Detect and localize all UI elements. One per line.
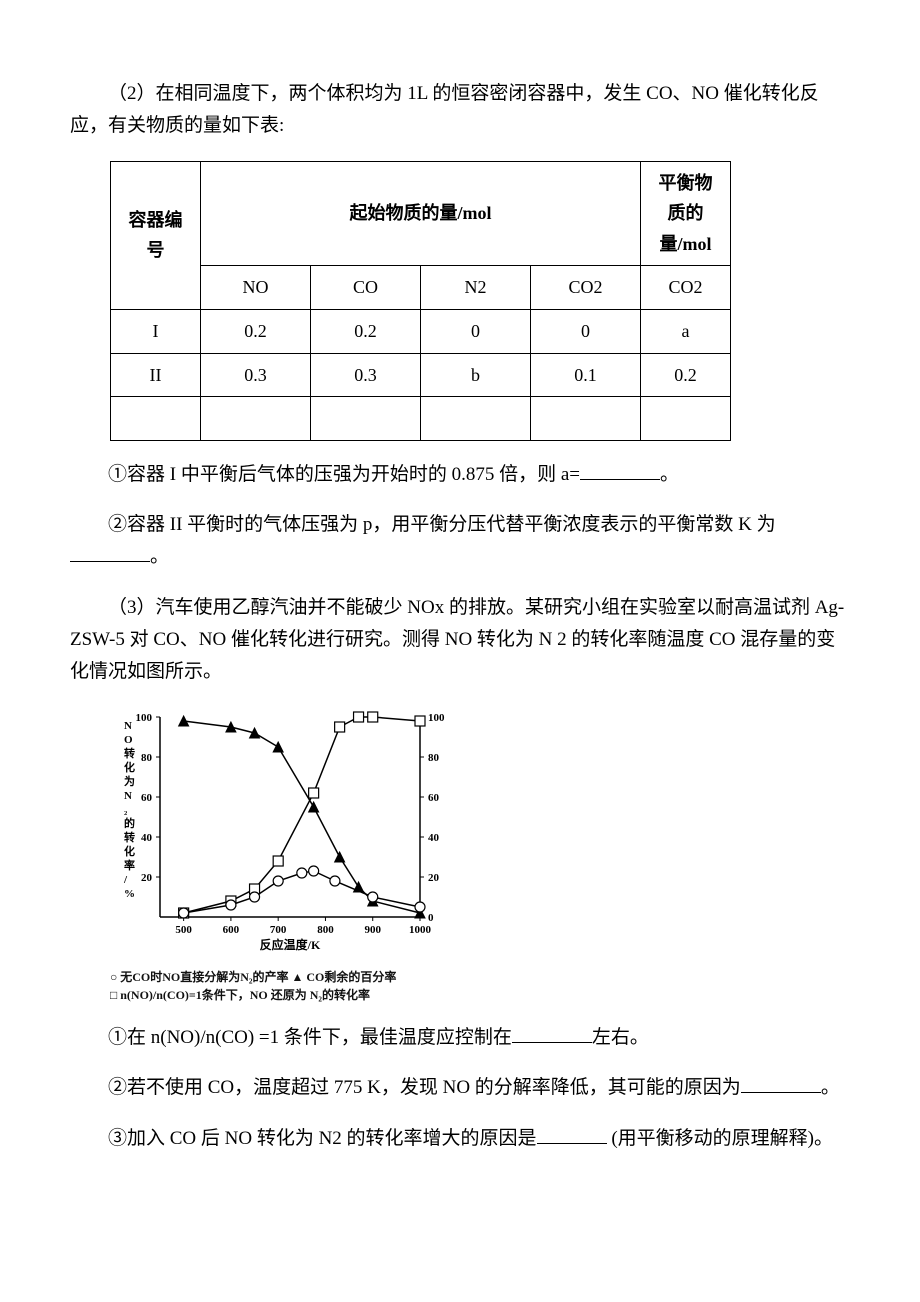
svg-text:₂: ₂ — [124, 804, 128, 816]
svg-text:900: 900 — [364, 924, 381, 936]
table-row: I 0.2 0.2 0 0 a — [111, 309, 731, 353]
svg-text:40: 40 — [141, 832, 153, 844]
cell-empty — [111, 397, 201, 441]
header-co2-eq: CO2 — [641, 266, 731, 310]
chart-svg: 5006007008009001000204060801000204060801… — [110, 707, 450, 967]
header-initial: 起始物质的量/mol — [201, 161, 641, 266]
svg-text:60: 60 — [141, 792, 153, 804]
svg-text:N: N — [124, 720, 132, 732]
conversion-chart: 5006007008009001000204060801000204060801… — [110, 707, 450, 1005]
q3-3-post: (用平衡移动的原理解释)。 — [607, 1128, 833, 1149]
cell-value: b — [421, 353, 531, 397]
svg-text:O: O — [124, 734, 133, 746]
svg-text:化: 化 — [124, 760, 135, 774]
q3-1-pre: ①在 n(NO)/n(CO) =1 条件下，最佳温度应控制在 — [108, 1027, 512, 1048]
svg-text:60: 60 — [428, 792, 440, 804]
svg-text:80: 80 — [428, 752, 440, 764]
header-co: CO — [311, 266, 421, 310]
svg-text:转: 转 — [124, 830, 135, 844]
cell-value: 0.2 — [641, 353, 731, 397]
blank-field[interactable] — [741, 1074, 821, 1093]
svg-text:20: 20 — [428, 872, 440, 884]
q2-2-post: 。 — [150, 546, 169, 567]
table-row: NO CO N2 CO2 CO2 — [111, 266, 731, 310]
svg-text:100: 100 — [136, 712, 153, 724]
q3-3-pre: ③加入 CO 后 NO 转化为 N2 的转化率增大的原因是 — [108, 1128, 537, 1149]
svg-text:0: 0 — [428, 912, 434, 924]
header-equilibrium: 平衡物质的量/mol — [641, 161, 731, 266]
cell-value: 0.2 — [311, 309, 421, 353]
question-2-2: ②容器 II 平衡时的气体压强为 p，用平衡分压代替平衡浓度表示的平衡常数 K … — [70, 509, 850, 574]
svg-text:100: 100 — [428, 712, 445, 724]
cell-empty — [421, 397, 531, 441]
header-container: 容器编号 — [111, 161, 201, 309]
cell-value: 0 — [531, 309, 641, 353]
svg-text:转: 转 — [124, 746, 135, 760]
chart-legend-1: ○ 无CO时NO直接分解为N₂的产率 ▲ CO剩余的百分率 — [110, 969, 450, 986]
question-3-1: ①在 n(NO)/n(CO) =1 条件下，最佳温度应控制在 左右。 — [70, 1022, 850, 1054]
question-2-intro: （2）在相同温度下，两个体积均为 1L 的恒容密闭容器中，发生 CO、NO 催化… — [70, 78, 850, 143]
svg-text:600: 600 — [223, 924, 240, 936]
svg-text:500: 500 — [175, 924, 192, 936]
svg-text:%: % — [124, 888, 135, 900]
q3-1-post: 左右。 — [592, 1027, 649, 1048]
cell-label: II — [111, 353, 201, 397]
table-row: II 0.3 0.3 b 0.1 0.2 — [111, 353, 731, 397]
question-2-1: ①容器 I 中平衡后气体的压强为开始时的 0.875 倍，则 a= 。 — [70, 459, 850, 491]
question-3-intro: （3）汽车使用乙醇汽油并不能破少 NOx 的排放。某研究小组在实验室以耐高温试剂… — [70, 592, 850, 689]
cell-value: 0.3 — [201, 353, 311, 397]
header-n2: N2 — [421, 266, 531, 310]
cell-empty — [201, 397, 311, 441]
blank-field[interactable] — [70, 543, 150, 562]
q3-2-pre: ②若不使用 CO，温度超过 775 K，发现 NO 的分解率降低，其可能的原因为 — [108, 1077, 741, 1098]
svg-text:40: 40 — [428, 832, 440, 844]
q2-1-pre: ①容器 I 中平衡后气体的压强为开始时的 0.875 倍，则 a= — [108, 464, 580, 485]
cell-label: I — [111, 309, 201, 353]
q2-2-pre: ②容器 II 平衡时的气体压强为 p，用平衡分压代替平衡浓度表示的平衡常数 K … — [108, 514, 776, 535]
table-row: 容器编号 起始物质的量/mol 平衡物质的量/mol — [111, 161, 731, 266]
svg-text:/: / — [123, 874, 128, 886]
cell-value: 0.3 — [311, 353, 421, 397]
cell-value: a — [641, 309, 731, 353]
svg-text:反应温度/K: 反应温度/K — [260, 937, 321, 952]
svg-text:的: 的 — [124, 816, 135, 830]
q3-2-post: 。 — [821, 1077, 840, 1098]
svg-text:为: 为 — [124, 774, 135, 788]
header-no: NO — [201, 266, 311, 310]
cell-empty — [641, 397, 731, 441]
cell-value: 0 — [421, 309, 531, 353]
blank-field[interactable] — [537, 1125, 607, 1144]
svg-text:20: 20 — [141, 872, 153, 884]
header-co2-start: CO2 — [531, 266, 641, 310]
cell-value: 0.2 — [201, 309, 311, 353]
cell-empty — [531, 397, 641, 441]
q2-1-post: 。 — [660, 464, 679, 485]
cell-empty — [311, 397, 421, 441]
svg-text:80: 80 — [141, 752, 153, 764]
svg-text:N: N — [124, 790, 132, 802]
svg-text:1000: 1000 — [409, 924, 432, 936]
svg-text:化: 化 — [124, 844, 135, 858]
question-3-2: ②若不使用 CO，温度超过 775 K，发现 NO 的分解率降低，其可能的原因为… — [70, 1072, 850, 1104]
blank-field[interactable] — [580, 461, 660, 480]
cell-value: 0.1 — [531, 353, 641, 397]
svg-text:700: 700 — [270, 924, 287, 936]
data-table: 容器编号 起始物质的量/mol 平衡物质的量/mol NO CO N2 CO2 … — [110, 161, 731, 441]
question-3-3: ③加入 CO 后 NO 转化为 N2 的转化率增大的原因是 (用平衡移动的原理解… — [70, 1123, 850, 1155]
table-row — [111, 397, 731, 441]
svg-text:800: 800 — [317, 924, 334, 936]
blank-field[interactable] — [512, 1024, 592, 1043]
svg-text:率: 率 — [124, 858, 135, 872]
chart-legend-2: □ n(NO)/n(CO)=1条件下，NO 还原为 N₂的转化率 — [110, 987, 450, 1004]
